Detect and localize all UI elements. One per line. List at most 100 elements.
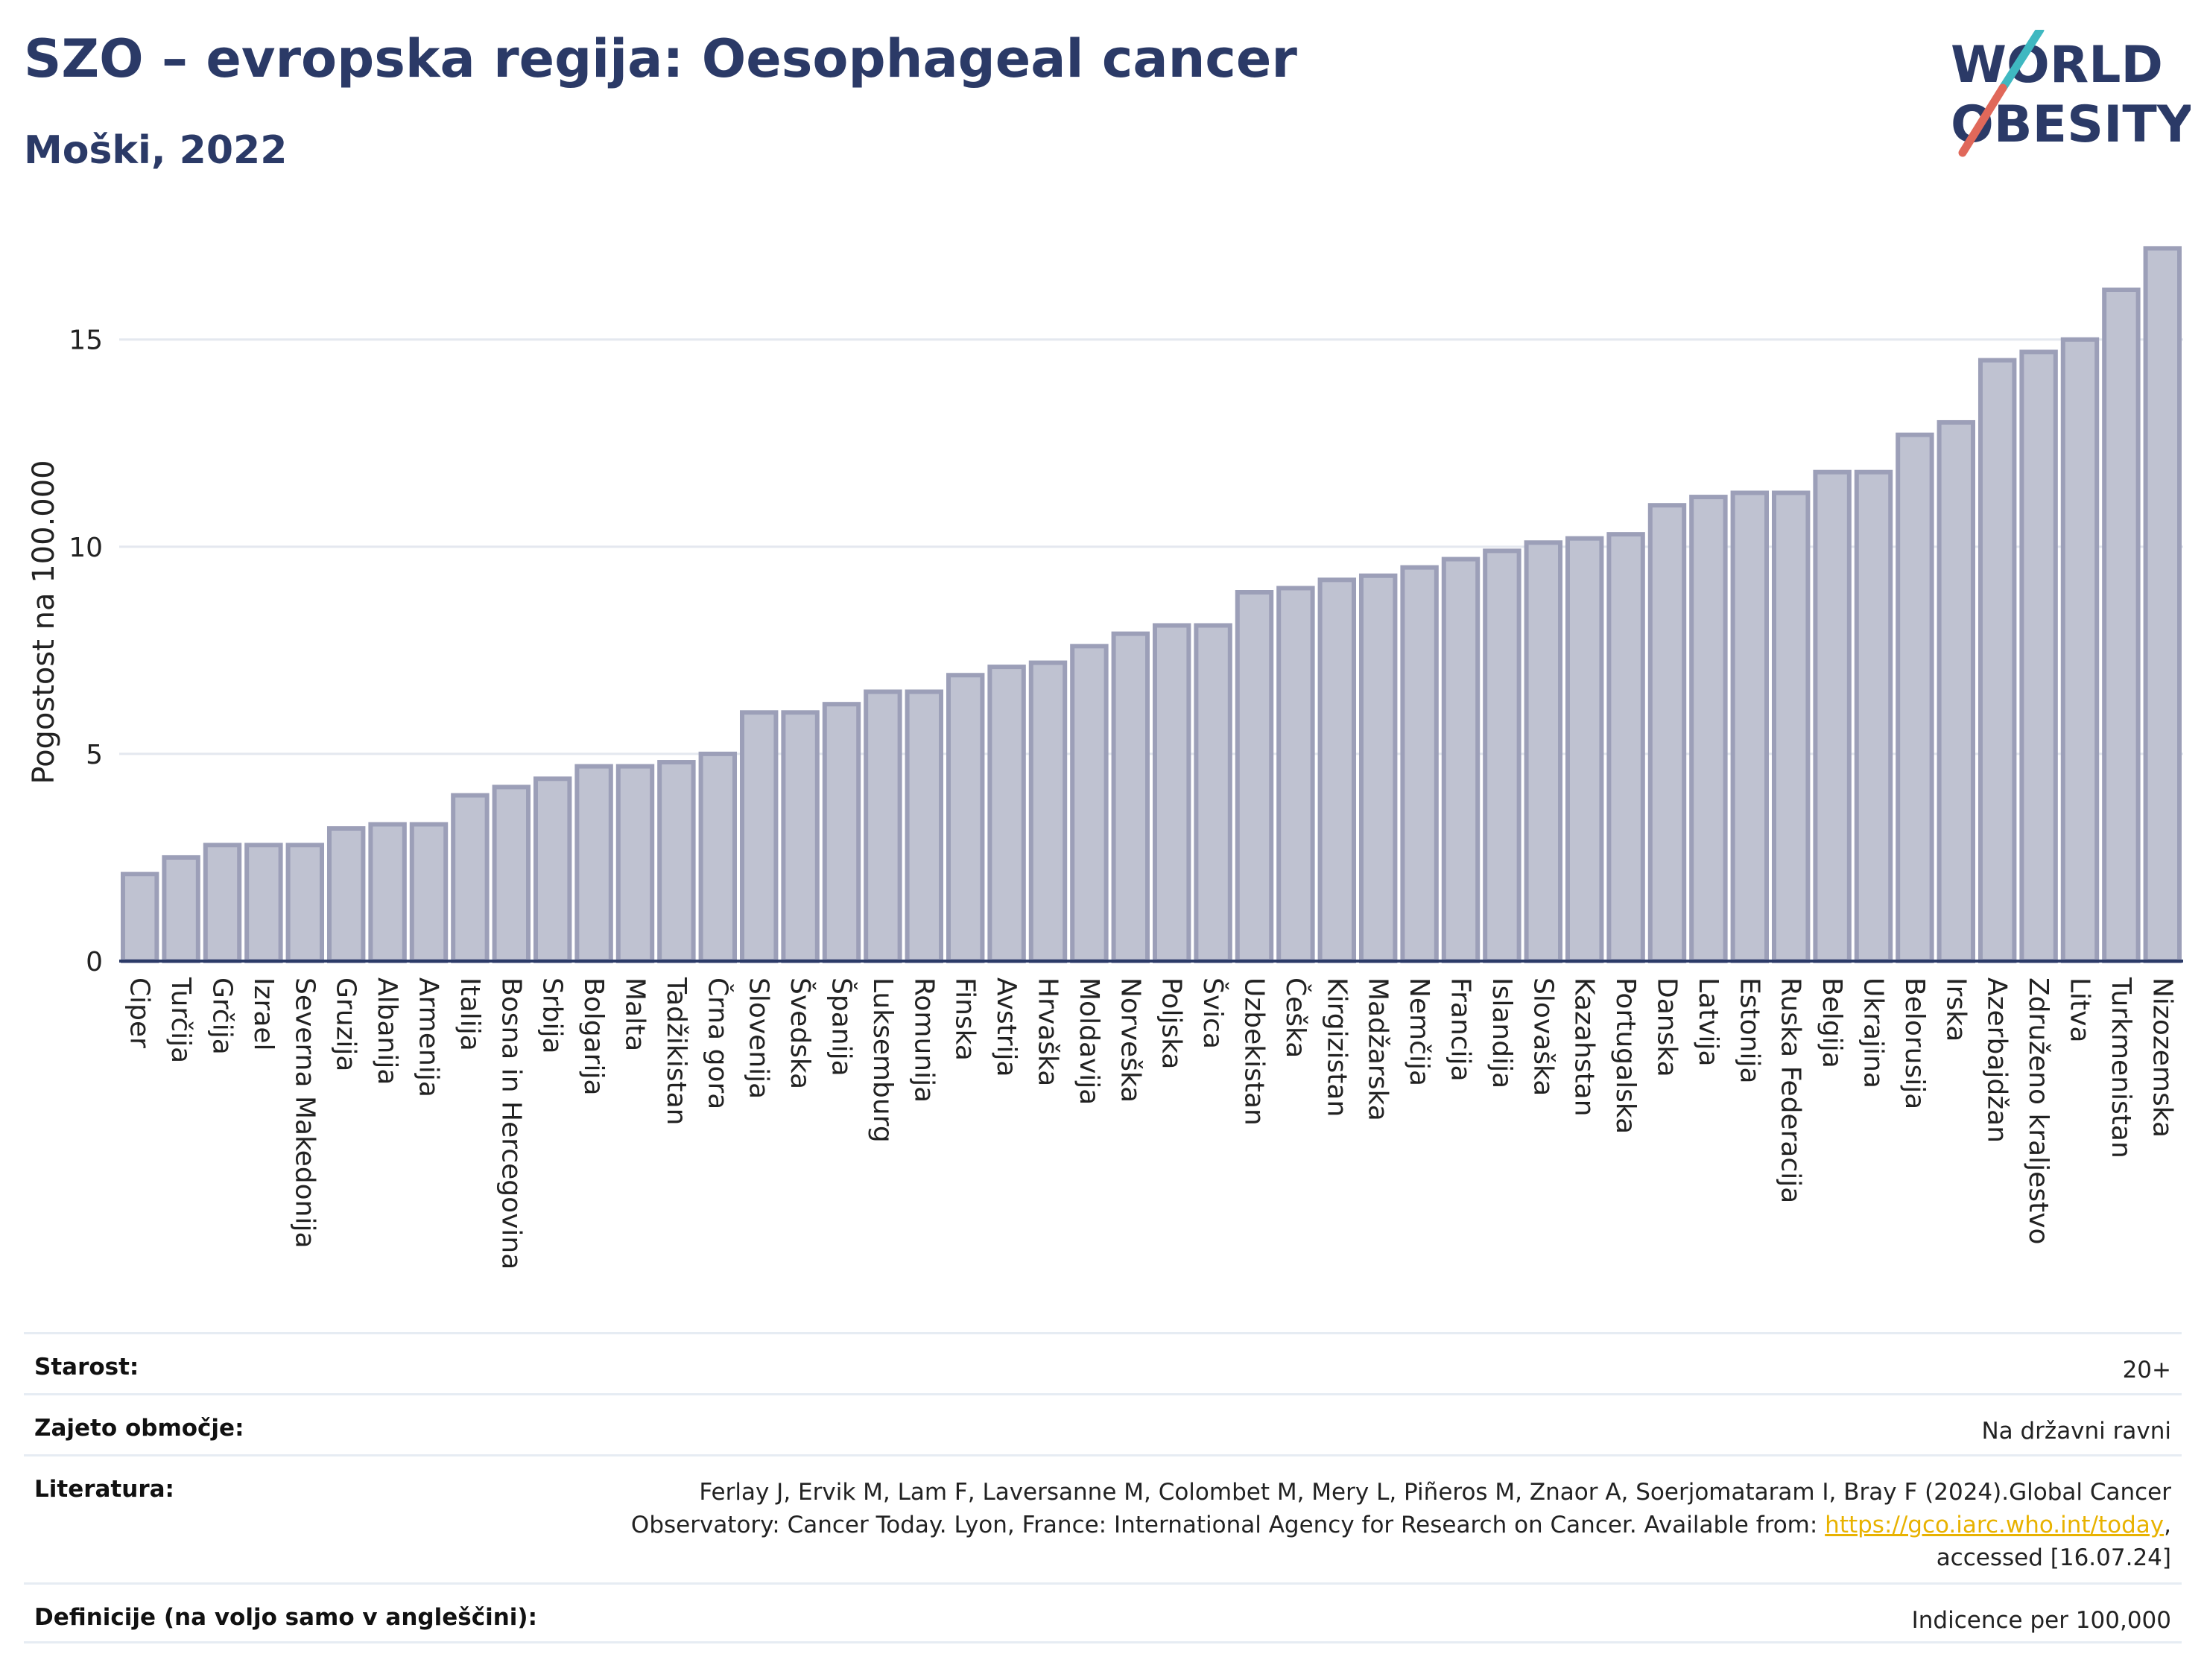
x-tick-label: Bosna in Hercegovina	[495, 977, 526, 1269]
bar-chart: 0 5 10 15 Ciper Turčija Grčija Izrael Severna M…	[27, 246, 2183, 1269]
x-tick-label: Slovenija	[744, 977, 774, 1099]
bar	[409, 822, 449, 964]
x-tick-label: Finska	[950, 977, 981, 1061]
bar	[698, 751, 738, 963]
x-tick-label: Irska	[1940, 977, 1971, 1042]
x-tick-label: Francija	[1445, 977, 1476, 1082]
x-tick-label: Uzbekistan	[1239, 977, 1270, 1126]
meta-definitions-label: Definicije (na voljo samo v angleščini):	[34, 1604, 537, 1631]
x-tick-label: Danska	[1652, 977, 1682, 1077]
bar	[1854, 469, 1893, 963]
x-tick-label: Norveška	[1115, 977, 1145, 1103]
bar	[1524, 540, 1563, 963]
metadata-table: Starost: 20+ Zajeto območje: Na državni …	[24, 1332, 2182, 1643]
bar	[1565, 536, 1604, 963]
bar	[1483, 548, 1521, 963]
bar	[615, 764, 655, 963]
x-tick-label: Kirgizistan	[1321, 977, 1352, 1117]
x-tick-label: Turčija	[165, 977, 196, 1063]
bar	[574, 764, 613, 963]
bar	[1028, 660, 1068, 963]
meta-coverage-label: Zajeto območje:	[34, 1415, 244, 1442]
x-tick-label: Španija	[826, 977, 858, 1077]
x-tick-label: Hrvaška	[1033, 977, 1063, 1086]
bar	[120, 872, 159, 964]
y-axis-label: Pogostost na 100.000	[27, 460, 61, 784]
y-tick-label: 15	[69, 326, 103, 356]
y-tick-label: 10	[69, 533, 103, 563]
x-tick-label: Ciper	[124, 977, 155, 1048]
bar	[781, 710, 820, 963]
bar	[244, 843, 283, 963]
bar	[1647, 503, 1687, 963]
meta-age-value: 20+	[2122, 1357, 2171, 1383]
bar	[1070, 644, 1109, 963]
meta-row-reference: Literatura: Ferlay J, Ervik M, Lam F, La…	[24, 1454, 2182, 1582]
chart-title: SZO – evropska regija: Oesophageal cance…	[24, 28, 1297, 89]
x-tick-label: Islandija	[1486, 977, 1517, 1088]
bar	[326, 826, 366, 963]
x-tick-label: Kazahstan	[1569, 977, 1600, 1117]
x-tick-label: Izrael	[248, 977, 279, 1051]
ref-line2-post: ,	[2164, 1512, 2171, 1538]
y-tick-label: 0	[86, 947, 103, 977]
x-tick-label: Črna gora	[702, 977, 733, 1109]
bar	[905, 689, 944, 963]
chart-subtitle: Moški, 2022	[24, 128, 288, 173]
x-tick-label: Češka	[1280, 977, 1311, 1058]
meta-reference-value: Ferlay J, Ervik M, Lam F, Laversanne M, …	[631, 1476, 2171, 1574]
bar	[1896, 432, 1934, 963]
y-tick-label: 5	[86, 740, 103, 770]
bar	[368, 822, 407, 964]
meta-definitions-value: Indicence per 100,000	[1911, 1607, 2171, 1634]
bars	[120, 246, 2182, 964]
x-tick-label: Severna Makedonija	[289, 977, 320, 1249]
x-tick-label: Moldavija	[1074, 977, 1104, 1105]
bar	[657, 760, 696, 963]
x-tick-label: Albanija	[372, 977, 402, 1085]
x-tick-label: Poljska	[1156, 977, 1187, 1070]
x-tick-label: Portugalska	[1610, 977, 1641, 1134]
bar	[533, 776, 572, 963]
x-tick-label: Združeno kraljestvo	[2023, 977, 2053, 1245]
x-tick-label: Luksemburg	[867, 977, 898, 1143]
logo-slash-top	[1998, 30, 2045, 92]
x-axis-ticks: Ciper Turčija Grčija Izrael Severna Makedoni…	[124, 977, 2178, 1269]
x-tick-label: Latvija	[1693, 977, 1723, 1067]
bar	[285, 843, 325, 963]
world-obesity-logo: WORLD OBESITY	[1951, 30, 2191, 157]
y-axis-ticks: 0 5 10 15	[69, 326, 103, 977]
bar	[1606, 532, 1645, 963]
meta-row-coverage: Zajeto območje: Na državni ravni	[24, 1393, 2182, 1454]
x-tick-label: Estonija	[1734, 977, 1764, 1084]
logo-slash-bottom	[1958, 83, 2007, 157]
meta-reference-label: Literatura:	[34, 1476, 174, 1503]
bar	[739, 710, 779, 963]
x-tick-label: Ruska Federacija	[1776, 977, 1806, 1203]
meta-row-definitions: Definicije (na voljo samo v angleščini):…	[24, 1582, 2182, 1643]
bar	[2019, 349, 2058, 964]
bar	[451, 793, 490, 963]
meta-age-label: Starost:	[34, 1354, 139, 1381]
bar	[2060, 337, 2100, 963]
bar	[987, 665, 1026, 963]
x-tick-label: Slovaška	[1527, 977, 1558, 1096]
bar	[864, 689, 902, 963]
bar	[1771, 490, 1811, 963]
bar	[1813, 469, 1852, 963]
x-tick-label: Švedska	[785, 977, 816, 1089]
x-tick-label: Švica	[1197, 977, 1229, 1049]
bar	[946, 673, 985, 963]
bar	[1977, 358, 2017, 964]
ref-line3: accessed [16.07.24]	[1936, 1544, 2171, 1571]
x-tick-label: Belorusija	[1899, 977, 1930, 1109]
x-tick-label: Nizozemska	[2147, 977, 2177, 1138]
bar	[1111, 631, 1150, 963]
ref-link[interactable]: https://gco.iarc.who.int/today	[1825, 1512, 2165, 1538]
x-tick-label: Nemčija	[1404, 977, 1434, 1086]
ref-line2-pre: Observatory: Cancer Today. Lyon, France:…	[630, 1512, 1825, 1538]
logo-line1: WORLD	[1951, 36, 2163, 95]
x-tick-label: Tadžikistan	[661, 977, 691, 1125]
x-tick-label: Srbija	[537, 977, 568, 1054]
x-tick-label: Bolgarija	[578, 977, 609, 1096]
